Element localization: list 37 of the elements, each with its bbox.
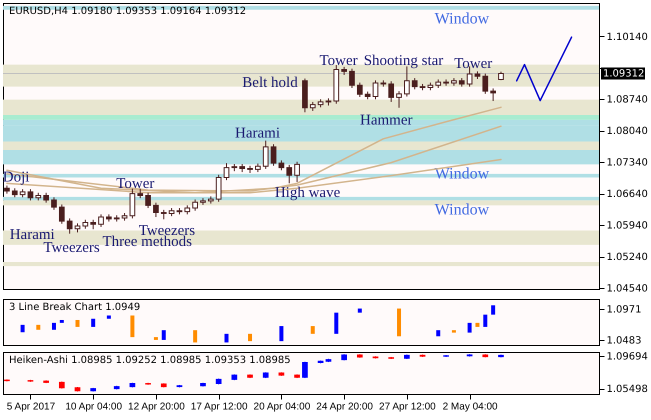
band-label: Window xyxy=(434,165,490,182)
y-tick-label: 1.08740 xyxy=(606,94,648,106)
y-tick-label: 1.07340 xyxy=(606,158,648,169)
chart-title: EURUSD,H4 1.09180 1.09353 1.09164 1.09312 xyxy=(9,6,246,17)
y-tick-label: 1.05940 xyxy=(606,220,648,232)
annotation: High wave xyxy=(274,184,341,201)
y-tick-label: 1.0971 xyxy=(606,304,642,316)
x-tick-label: 20 Apr 04:00 xyxy=(254,402,311,412)
y-tick-label: 1.06640 xyxy=(606,189,648,200)
annotation: Tower xyxy=(319,53,358,70)
y-tick-label: 1.09694 xyxy=(606,352,648,363)
annotation: Three methods xyxy=(102,234,192,250)
band-label: Window xyxy=(434,201,490,218)
y-tick-label: 1.0483 xyxy=(606,336,642,347)
annotation: Shooting star xyxy=(364,53,444,70)
x-tick-label: 2 May 04:00 xyxy=(442,402,498,412)
y-tick-label: 1.04540 xyxy=(606,284,648,295)
x-tick-label: 27 Apr 12:00 xyxy=(379,402,436,412)
y-tick-label: 1.05498 xyxy=(606,384,648,396)
annotation: Tower xyxy=(454,56,492,72)
band-label: Window xyxy=(434,10,490,28)
x-tick-label: 10 Apr 04:00 xyxy=(65,402,122,412)
annotation: Hammer xyxy=(360,112,412,128)
y-tick-label: 1.10140 xyxy=(606,32,648,43)
x-tick-label: 12 Apr 20:00 xyxy=(128,402,186,412)
annotation: Belt hold xyxy=(242,75,298,92)
y-tick-label: 1.08040 xyxy=(606,126,648,138)
ref-line-label: 1.09312 xyxy=(603,68,644,80)
annotation: Harami xyxy=(235,126,280,142)
annotation: Doji xyxy=(2,170,30,186)
x-tick-label: 24 Apr 20:00 xyxy=(316,402,374,412)
annotation: Tower xyxy=(116,176,154,192)
chart-title: 3 Line Break Chart 1.0949 xyxy=(9,302,140,313)
chart-title: Heiken-Ashi 1.08985 1.09252 1.08985 1.09353 1.08985 xyxy=(9,355,291,366)
x-tick-label: 5 Apr 2017 xyxy=(6,402,56,412)
y-tick-label: 1.05240 xyxy=(606,252,648,264)
x-tick-label: 17 Apr 12:00 xyxy=(190,402,248,412)
